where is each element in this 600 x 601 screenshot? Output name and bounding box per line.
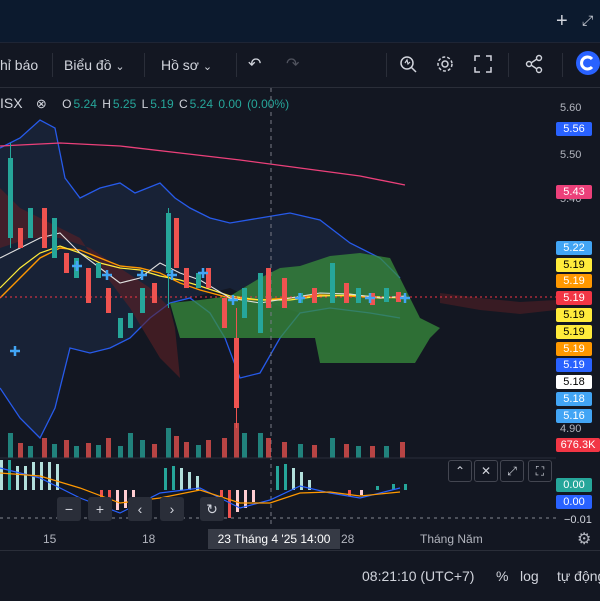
price-tag: 5.43 [556,185,592,199]
signal-markers [10,261,410,356]
price-tag: 5.22 [556,241,592,255]
toolbar-divider [562,53,563,77]
price-tag: 5.56 [556,122,592,136]
brand-logo-svg [576,51,600,75]
time-label: Tháng Năm [420,532,483,546]
price-tag: 5.19 [556,274,592,288]
brand-logo-icon[interactable] [576,51,600,80]
pane-settings-icon[interactable]: ⛶ [528,460,552,482]
zoom-in-button[interactable]: + [88,497,112,521]
close-value: 5.24 [189,97,214,111]
oscillator-tag: 0.00 [556,478,592,492]
settings-gear-icon[interactable]: ⚙ [577,531,592,548]
close-key: C [178,97,188,111]
bollinger-upper-line [0,119,401,279]
redo-icon[interactable]: ↷ [286,56,300,73]
open-value: 5.24 [73,97,97,111]
price-tag: 5.19 [556,325,592,339]
scroll-left-button[interactable]: ‹ [128,497,152,521]
change-value: 0.00 [218,97,242,111]
macd-signal-line [0,472,401,504]
price-tag: 5.19 [556,258,592,272]
profile-menu-label: Hồ sơ [161,57,199,73]
price-axis[interactable]: 5.60 5.50 5.40 4.90 5.56 5.43 5.22 5.19 5.19… [556,88,600,528]
toolbar-divider [508,53,509,77]
zoom-out-button[interactable]: − [57,497,81,521]
tab-bar: + ⤢ [0,0,600,43]
price-tag: 5.19 [556,291,592,305]
price-tick: 4.90 [560,423,582,435]
volume-bars [8,423,405,458]
oscillator-tag: 0.00 [556,495,592,509]
toolbar-divider [144,53,145,77]
bottom-bar: 08:21:10 (UTC+7) % log tự động [0,550,600,601]
percent-toggle[interactable]: % [496,568,509,584]
chart-toolbar: hỉ báo Biểu đồ ⌄ Hồ sơ ⌄ ↶ ↷ [0,43,600,88]
chevron-up-icon[interactable]: ⌃ [448,460,472,482]
reset-chart-button[interactable]: ↻ [200,497,224,521]
price-tag: 5.18 [556,375,592,389]
ohlc-legend: ISX ⊗ O 5.24 H 5.25 L 5.19 C 5.24 0.00 (0.00… [0,95,291,112]
open-key: O [62,97,72,111]
new-tab-plus-icon[interactable]: + [556,10,568,32]
clock-timezone[interactable]: 08:21:10 (UTC+7) [362,568,475,584]
crosshair-time-label: 23 Tháng 4 '25 14:00 [208,529,340,549]
close-pane-icon[interactable]: ✕ [474,460,498,482]
long-moving-average-line [0,142,406,186]
time-axis[interactable]: 15 18 28 Tháng Năm ⚙ [0,528,600,550]
toolbar-divider [386,53,387,77]
fullscreen-svg [474,55,492,73]
alerts-button[interactable]: hỉ báo [0,57,39,73]
symbol-label[interactable]: ISX [0,95,23,111]
toolbar-divider [52,53,53,77]
price-tag: 5.19 [556,358,592,372]
price-tag: 5.19 [556,308,592,322]
change-percent-value: (0.00%) [247,97,290,111]
log-toggle[interactable]: log [520,568,539,584]
price-tick: 5.50 [560,149,582,161]
high-value: 5.25 [112,97,137,111]
fullscreen-icon[interactable] [473,54,493,79]
price-tick: 5.60 [560,102,582,114]
ichimoku-cloud-red-right [440,293,556,314]
low-value: 5.19 [150,97,174,111]
price-chart-canvas[interactable] [0,88,556,528]
time-label: 28 [341,532,355,546]
undo-icon[interactable]: ↶ [248,56,262,73]
chart-menu-label: Biểu đồ [64,57,112,73]
profile-menu-button[interactable]: Hồ sơ ⌄ [161,57,212,73]
price-tag: 676.3K [556,438,600,452]
eye-toggle-icon[interactable]: ⊗ [35,96,47,111]
ichimoku-cloud-green [170,253,440,363]
toolbar-divider [236,53,237,77]
gear-svg [437,56,453,72]
price-tag: 5.18 [556,392,592,406]
expand-icon[interactable]: ⤢ [582,12,594,28]
time-label: 15 [43,532,57,546]
chart-menu-button[interactable]: Biểu đồ ⌄ [64,57,125,73]
osc-tick: −0.01 [564,514,592,526]
low-key: L [141,97,149,111]
candlesticks [8,143,401,428]
auto-scale-toggle[interactable]: tự động [557,568,600,584]
high-key: H [102,97,111,111]
quick-search-svg [400,56,417,73]
settings-gear-icon[interactable] [435,54,455,79]
chevron-down-icon: ⌄ [202,61,213,73]
chevron-down-icon: ⌄ [115,61,125,73]
scroll-right-button[interactable]: › [160,497,184,521]
price-tag: 5.16 [556,409,592,423]
share-icon[interactable] [524,54,544,79]
time-label: 18 [142,532,156,546]
quick-search-icon[interactable] [398,54,418,79]
share-svg [525,54,543,74]
price-tag: 5.19 [556,342,592,356]
maximize-pane-icon[interactable]: ⤢ [500,460,524,482]
